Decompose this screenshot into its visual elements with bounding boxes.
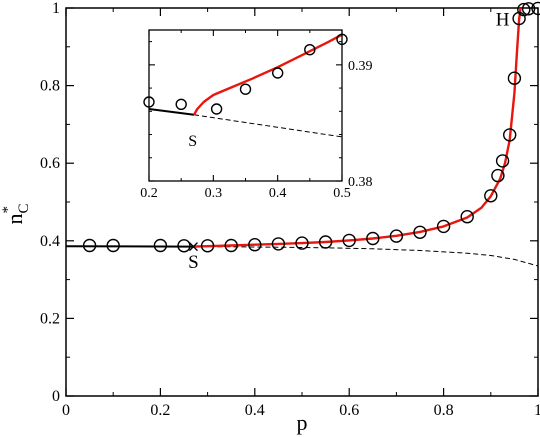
main-data-point (507, 71, 522, 85)
x-tick-label: 0.2 (150, 402, 170, 419)
inset-x-tick-label: 0.4 (269, 186, 287, 201)
y-tick-label: 0 (52, 388, 60, 405)
main-data-point (460, 209, 474, 224)
main-data-point (531, 1, 540, 16)
x-axis-label: p (297, 410, 308, 435)
y-tick-label: 0.8 (40, 78, 60, 95)
y-tick-label: 0.2 (40, 310, 60, 327)
main-data-point (271, 237, 286, 251)
inset-series-line-2 (192, 33, 343, 116)
main-data-point (82, 238, 97, 253)
y-axis-label-base: n (2, 214, 27, 225)
main-ticks: 0 0.2 0.4 0.6 0.8 1 0 0.2 0.4 0.6 0.8 1 (40, 0, 540, 419)
main-data-point (484, 189, 498, 203)
main-data-point (200, 239, 215, 253)
main-data-point (224, 238, 238, 253)
main-data-point (495, 154, 510, 168)
inset-data-point (239, 83, 252, 95)
inset-data-point (175, 98, 187, 111)
x-tick-label: 0.4 (245, 402, 265, 419)
main-data-point (318, 235, 333, 249)
main-data-point (389, 229, 404, 243)
main-data-point (521, 2, 536, 16)
main-transition-marker (188, 242, 198, 252)
y-tick-label: 0.6 (40, 155, 60, 172)
y-tick-label: 1 (52, 0, 60, 17)
inset-annotation-s: S (188, 133, 197, 150)
annotation-h: H (496, 9, 510, 30)
inset-data-point (210, 103, 223, 115)
main-data-point (342, 233, 356, 248)
inset-data-point (304, 44, 316, 56)
inset-annotations: S (188, 133, 197, 150)
main-data-point (106, 238, 120, 253)
main-series-dashed-line-1 (193, 246, 539, 267)
x-tick-label: 0.6 (339, 402, 359, 419)
y-axis-label-sup: * (0, 206, 16, 214)
x-tick-label: 0 (62, 402, 70, 419)
inset-series-line-0 (148, 108, 195, 116)
main-annotations: SH (188, 9, 510, 273)
x-tick-label: 0.8 (434, 402, 454, 419)
main-data-point (366, 231, 380, 246)
main-data-point (436, 219, 451, 234)
svg-text:nC*: nC* (0, 203, 32, 224)
y-axis-label: nC* (0, 203, 32, 224)
inset-y-tick-label: 0.38 (348, 175, 373, 190)
y-tick-label: 0.4 (40, 233, 60, 250)
main-data-point (503, 128, 517, 142)
main-data-point (153, 238, 168, 253)
main-series-line-2 (193, 7, 522, 248)
annotation-s: S (188, 252, 199, 273)
inset-series (143, 33, 348, 138)
inset-y-tick-label: 0.39 (348, 59, 373, 74)
main-data-point (491, 168, 505, 183)
inset-series-dashed-line-1 (193, 114, 343, 138)
y-axis-label-sub: C (16, 203, 32, 213)
main-series (65, 1, 540, 267)
inset-x-tick-label: 0.5 (333, 186, 351, 201)
main-data-point (248, 237, 262, 252)
main-data-point (517, 2, 531, 17)
x-tick-label: 1 (534, 402, 540, 419)
main-data-point (295, 236, 309, 250)
inset-x-tick-label: 0.3 (205, 186, 223, 201)
inset-data-point (272, 67, 284, 79)
main-data-point (177, 239, 191, 253)
inset-plot-frame (148, 29, 343, 182)
main-data-point (413, 225, 427, 240)
inset-x-tick-label: 0.2 (140, 186, 158, 201)
